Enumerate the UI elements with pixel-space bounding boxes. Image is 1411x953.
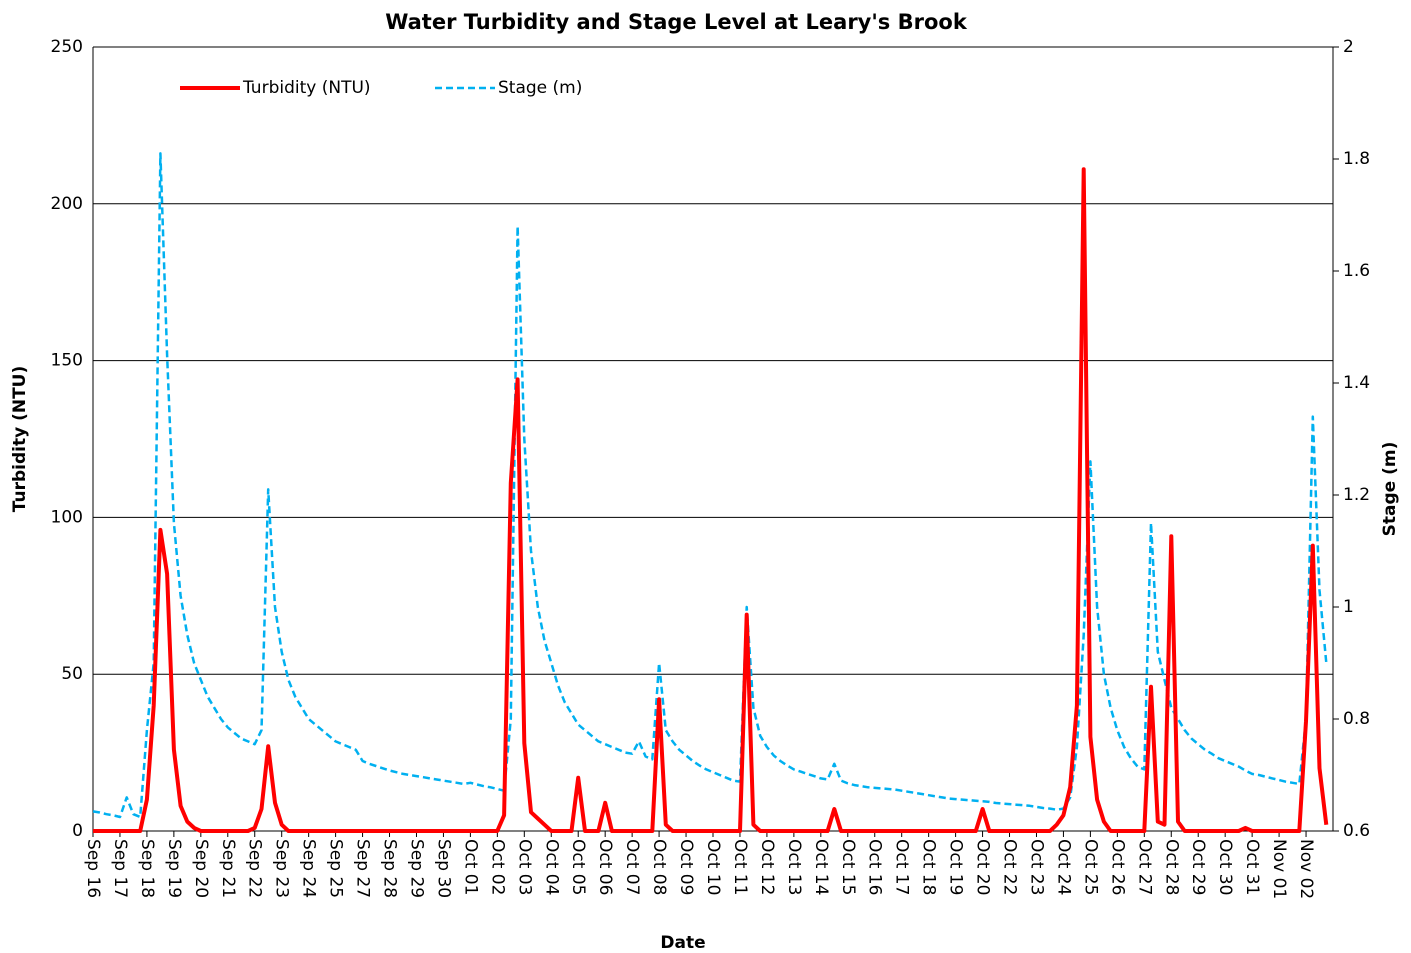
y2-tick-label: 1 <box>1343 597 1354 617</box>
y2-tick-label: 0.6 <box>1343 821 1370 841</box>
x-tick-label: Oct 20 <box>973 839 993 895</box>
x-tick-label: Oct 09 <box>676 839 696 895</box>
x-tick-label: Oct 29 <box>1188 839 1208 895</box>
x-tick-label: Sep 19 <box>164 839 184 898</box>
y2-tick-label: 1.2 <box>1343 485 1370 505</box>
x-tick-label: Oct 14 <box>811 839 831 895</box>
x-tick-label: Sep 28 <box>380 839 400 898</box>
x-tick-label: Sep 20 <box>191 839 211 898</box>
x-tick-label: Oct 02 <box>487 839 507 895</box>
x-tick-label: Oct 10 <box>703 839 723 895</box>
series-line <box>93 167 1329 833</box>
y-tick-label: 150 <box>51 351 83 371</box>
x-tick-label: Oct 03 <box>514 839 534 895</box>
x-tick-label: Oct 04 <box>541 839 561 895</box>
chart-title: Water Turbidity and Stage Level at Leary… <box>385 10 968 34</box>
x-tick-label: Oct 17 <box>892 839 912 895</box>
x-tick-label: Sep 16 <box>83 839 103 898</box>
x-tick-label: Oct 05 <box>568 839 588 895</box>
x-tick-label: Sep 29 <box>406 839 426 898</box>
x-tick-label: Sep 23 <box>272 839 292 898</box>
x-tick-label: Oct 30 <box>1215 839 1235 895</box>
y-axis-label: Turbidity (NTU) <box>10 366 30 513</box>
y2-tick-label: 1.4 <box>1343 373 1370 393</box>
legend-label: Stage (m) <box>498 78 582 98</box>
y-tick-label: 200 <box>51 194 83 214</box>
x-tick-label: Oct 27 <box>1134 839 1154 895</box>
x-tick-label: Sep 24 <box>299 839 319 898</box>
x-tick-label: Oct 13 <box>784 839 804 895</box>
y2-axis-label: Stage (m) <box>1380 442 1400 537</box>
y2-tick-label: 1.6 <box>1343 261 1370 281</box>
x-tick-label: Oct 22 <box>1000 839 1020 895</box>
x-tick-label: Nov 02 <box>1296 839 1316 899</box>
x-tick-label: Sep 22 <box>245 839 265 898</box>
x-tick-label: Oct 08 <box>649 839 669 895</box>
x-tick-label: Oct 12 <box>757 839 777 895</box>
x-tick-label: Oct 25 <box>1080 839 1100 895</box>
x-tick-label: Oct 06 <box>595 839 615 895</box>
x-tick-label: Oct 31 <box>1242 839 1262 895</box>
x-tick-label: Oct 11 <box>730 839 750 895</box>
x-tick-label: Nov 01 <box>1269 839 1289 899</box>
y-tick-label: 100 <box>51 507 83 527</box>
legend-label: Turbidity (NTU) <box>242 78 371 98</box>
y-tick-label: 50 <box>61 664 83 684</box>
y2-tick-label: 2 <box>1343 37 1354 57</box>
x-tick-label: Oct 19 <box>946 839 966 895</box>
x-tick-label: Sep 18 <box>137 839 157 898</box>
x-tick-label: Oct 26 <box>1107 839 1127 895</box>
y-tick-label: 0 <box>72 821 83 841</box>
y2-tick-label: 0.8 <box>1343 709 1370 729</box>
x-tick-label: Oct 18 <box>919 839 939 895</box>
x-tick-label: Oct 01 <box>460 839 480 895</box>
x-tick-label: Oct 15 <box>838 839 858 895</box>
x-tick-label: Sep 17 <box>110 839 130 898</box>
x-tick-label: Oct 28 <box>1161 839 1181 895</box>
x-tick-label: Sep 27 <box>353 839 373 898</box>
x-tick-label: Oct 07 <box>622 839 642 895</box>
x-axis-label: Date <box>660 933 705 953</box>
x-tick-label: Sep 21 <box>218 839 238 898</box>
x-tick-label: Oct 16 <box>865 839 885 895</box>
x-tick-label: Sep 25 <box>326 839 346 898</box>
y-tick-label: 250 <box>51 37 83 57</box>
x-tick-label: Oct 24 <box>1053 839 1073 895</box>
x-tick-label: Oct 23 <box>1026 839 1046 895</box>
x-tick-label: Sep 30 <box>433 839 453 898</box>
y2-tick-label: 1.8 <box>1343 149 1370 169</box>
series-line <box>92 152 1328 819</box>
